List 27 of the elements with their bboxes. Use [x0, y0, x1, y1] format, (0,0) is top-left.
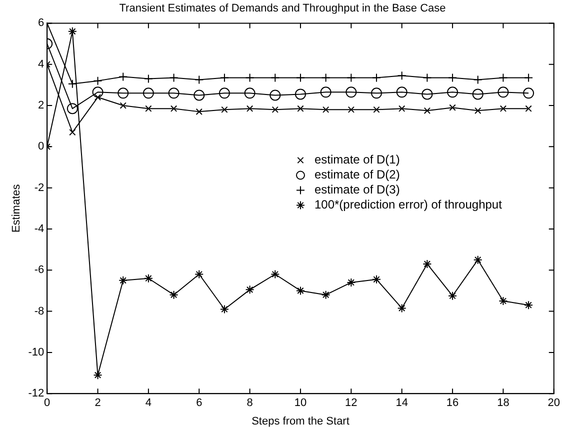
legend-label: estimate of D(1)	[314, 152, 400, 167]
x-tick-label: 2	[94, 397, 101, 410]
x-tick-label: 12	[345, 397, 358, 410]
x-tick-label: 16	[446, 397, 459, 410]
x-tick-label: 6	[196, 397, 202, 410]
y-axis-title: Estimates	[10, 184, 23, 233]
y-tick-label: -10	[28, 346, 44, 358]
x-tick-label: 18	[497, 397, 510, 410]
y-tick-label: -6	[34, 264, 44, 276]
chart-title: Transient Estimates of Demands and Throughput in the Base Case	[119, 2, 446, 15]
y-tick-label: 2	[38, 100, 44, 112]
x-tick-label: 10	[294, 397, 307, 410]
x-tick-label: 14	[396, 397, 408, 410]
x-tick-label: 4	[145, 397, 152, 410]
x-axis-title: Steps from the Start	[252, 415, 350, 428]
y-tick-label: -2	[34, 182, 44, 194]
y-tick-label: -12	[28, 388, 44, 400]
y-tick-label: -8	[34, 305, 44, 318]
legend-label: estimate of D(3)	[314, 182, 400, 197]
x-tick-label: 20	[548, 397, 560, 410]
y-tick-label: 6	[38, 17, 44, 30]
x-tick-label: 8	[246, 397, 253, 410]
y-tick-label: 0	[38, 140, 44, 153]
y-tick-label: 4	[38, 58, 44, 70]
legend-label: 100*(prediction error) of throughput	[314, 198, 503, 212]
y-tick-label: -4	[34, 223, 44, 236]
legend-label: estimate of D(2)	[314, 168, 400, 182]
